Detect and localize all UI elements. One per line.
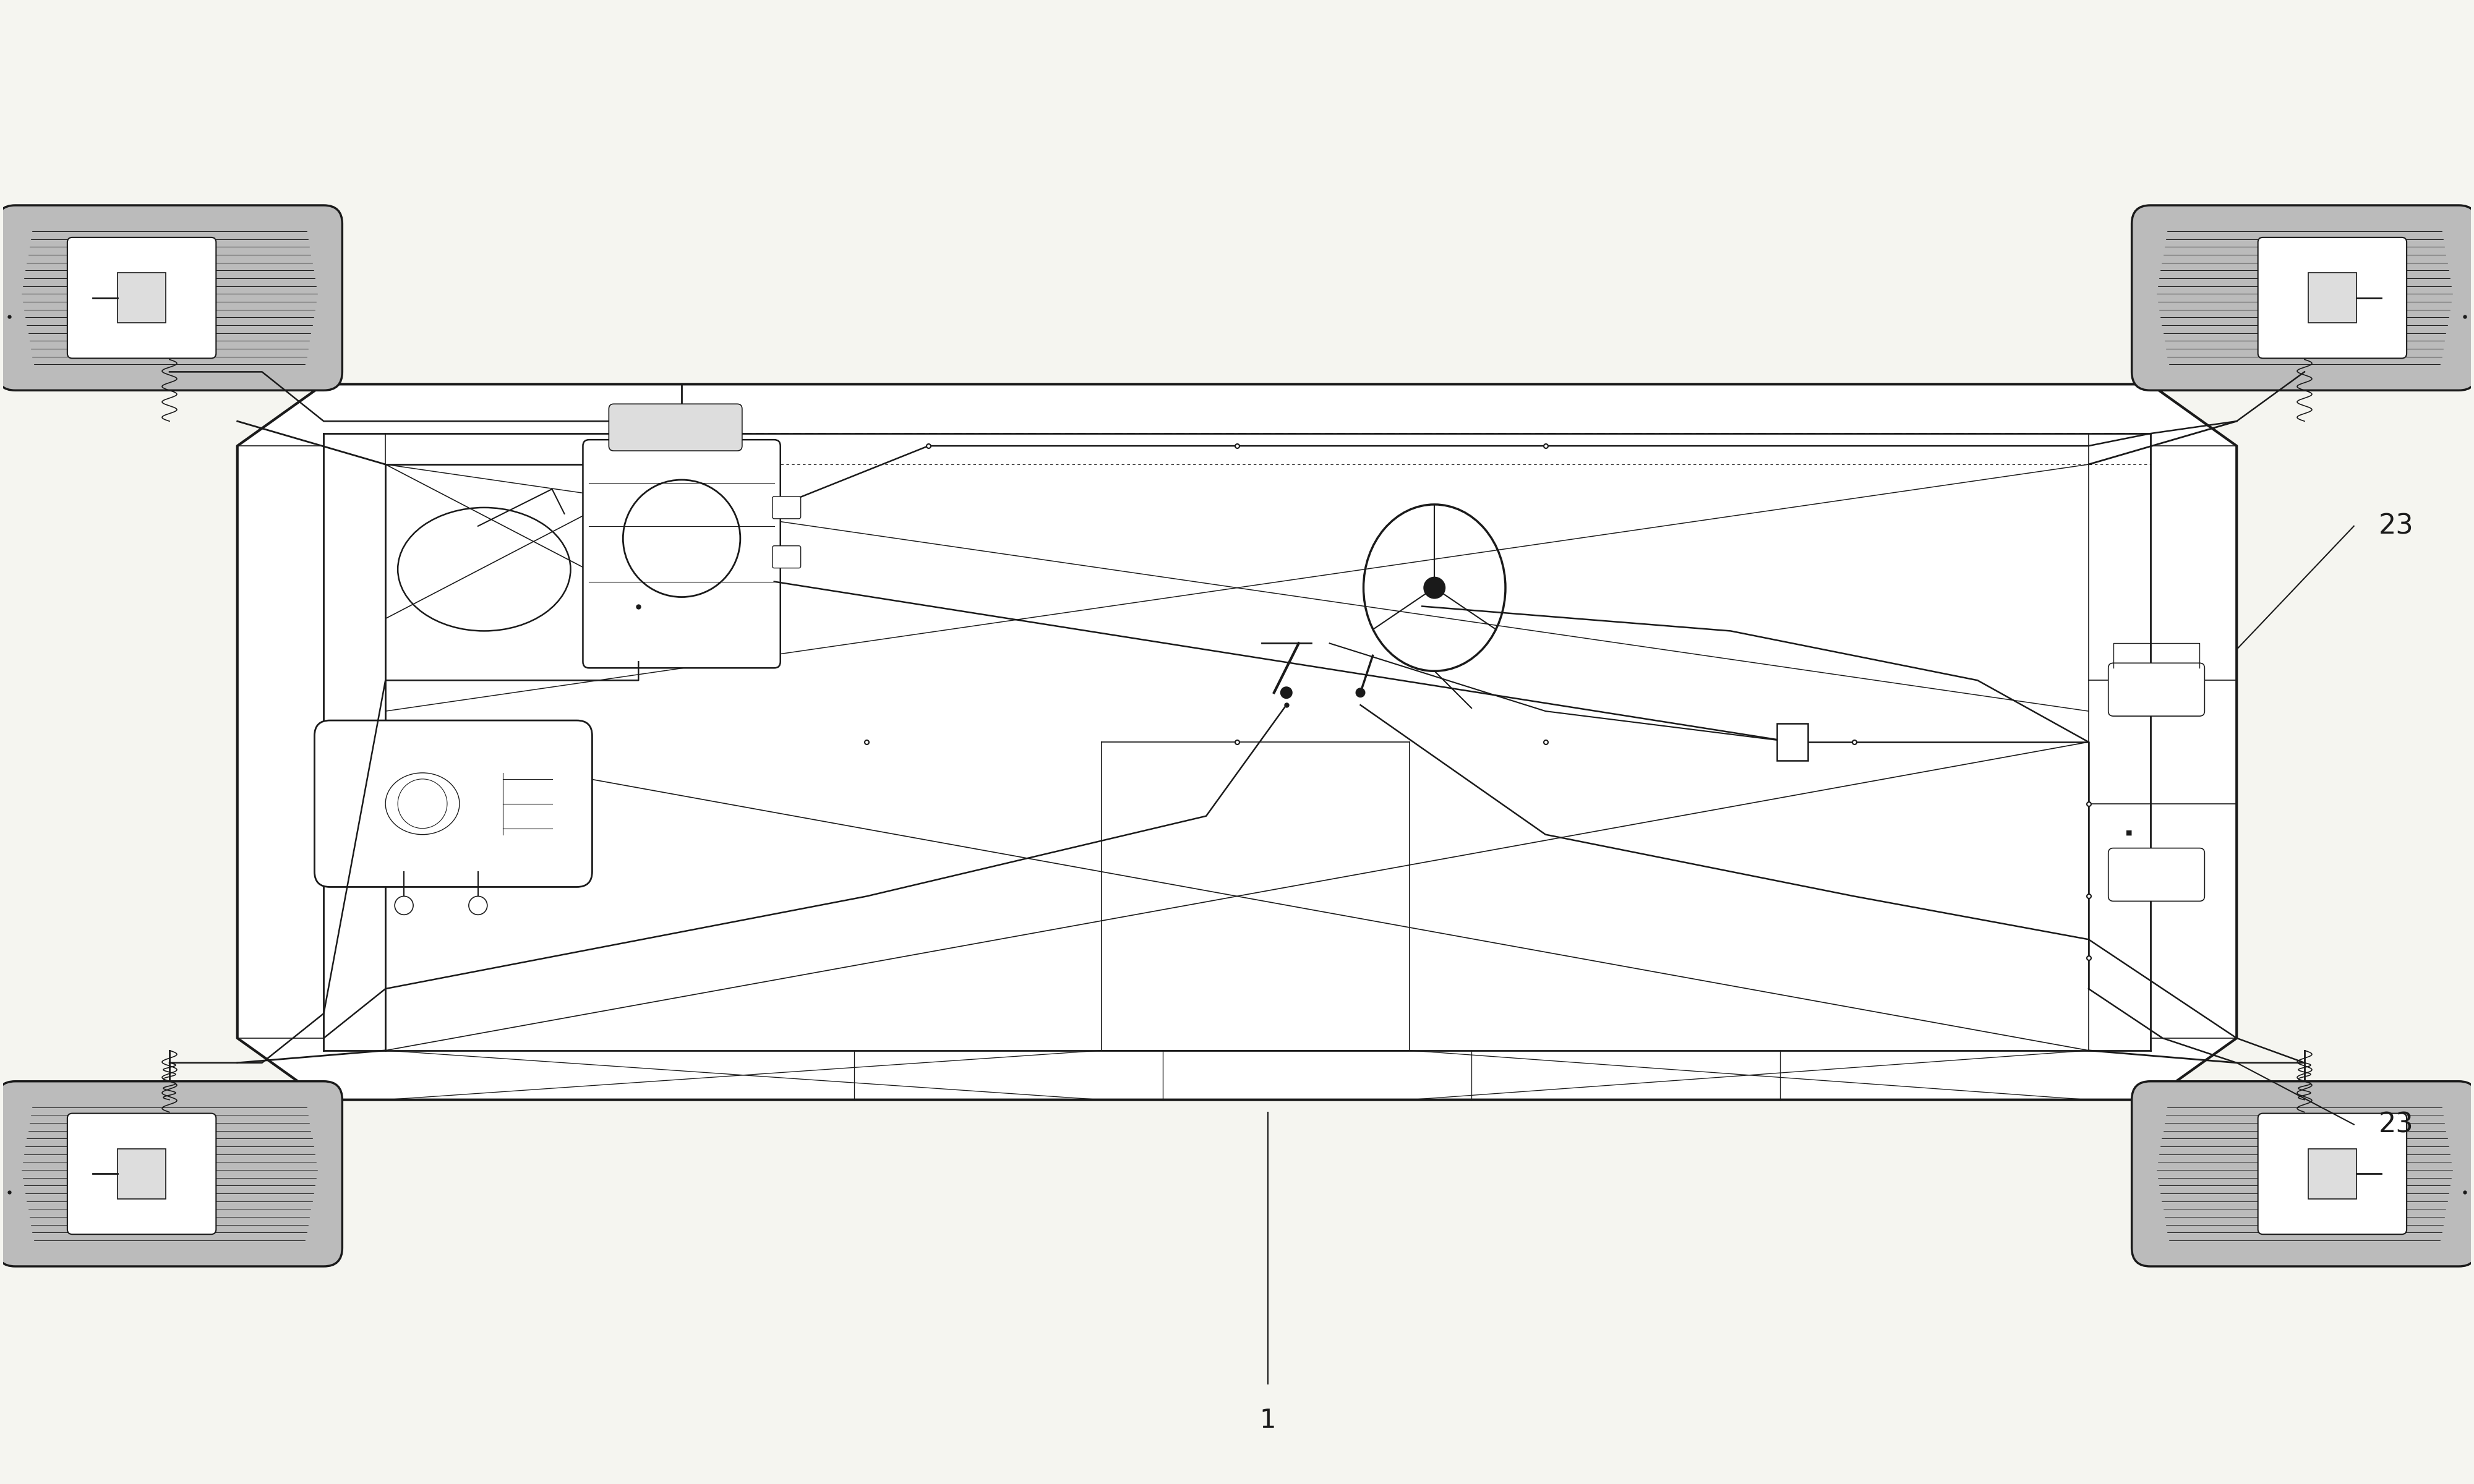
Text: 23: 23 (2378, 513, 2415, 539)
Bar (116, 1149, 166, 1199)
FancyBboxPatch shape (314, 720, 591, 887)
Polygon shape (238, 384, 2236, 1100)
Bar (2308, 1149, 2358, 1199)
FancyBboxPatch shape (2133, 205, 2474, 390)
FancyBboxPatch shape (609, 404, 742, 451)
FancyBboxPatch shape (0, 1082, 341, 1266)
FancyBboxPatch shape (0, 205, 341, 390)
FancyBboxPatch shape (2259, 237, 2407, 358)
FancyBboxPatch shape (2259, 1113, 2407, 1235)
Text: ■: ■ (2125, 830, 2133, 835)
FancyBboxPatch shape (584, 439, 779, 668)
Circle shape (1279, 687, 1291, 699)
FancyBboxPatch shape (772, 497, 802, 519)
FancyBboxPatch shape (2108, 663, 2204, 717)
FancyBboxPatch shape (67, 1113, 215, 1235)
FancyBboxPatch shape (67, 237, 215, 358)
Circle shape (1423, 577, 1445, 600)
FancyBboxPatch shape (772, 546, 802, 568)
Circle shape (1356, 687, 1366, 697)
FancyBboxPatch shape (2108, 849, 2204, 901)
FancyBboxPatch shape (2133, 1082, 2474, 1266)
FancyBboxPatch shape (1776, 724, 1808, 760)
Text: 1: 1 (1259, 1408, 1277, 1434)
Bar (116, 273, 166, 324)
Bar (2308, 273, 2358, 324)
Text: 23: 23 (2378, 1112, 2415, 1138)
